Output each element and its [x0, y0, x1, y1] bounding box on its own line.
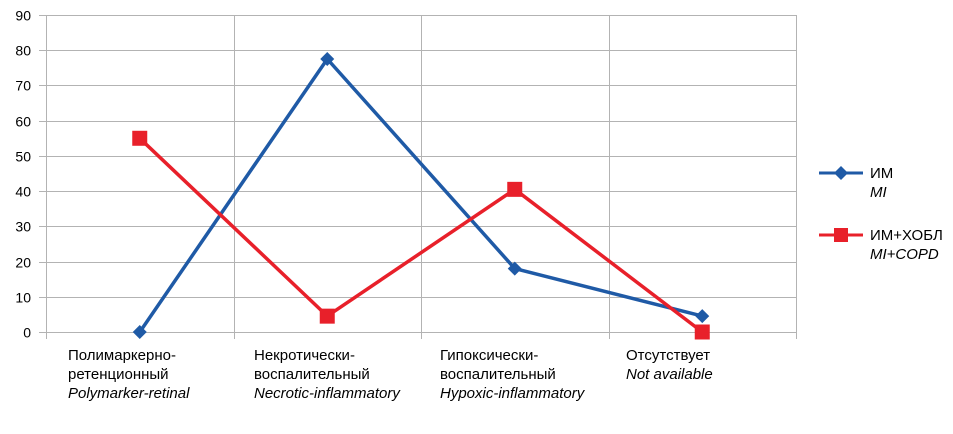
grid-lines — [39, 15, 797, 339]
legend-label-en: MI+COPD — [870, 246, 939, 263]
category-label-ru: Отсутствует — [626, 347, 711, 364]
y-tick-label: 10 — [15, 290, 31, 306]
category-label-not-available: Отсутствует Not available — [604, 346, 790, 384]
category-label-ru: Некротически-воспалительный — [254, 347, 370, 383]
category-label-en: Polymarker-retinal — [68, 385, 190, 402]
y-tick-label: 0 — [23, 325, 31, 341]
y-tick-label: 60 — [15, 114, 31, 130]
y-tick-label: 40 — [15, 184, 31, 200]
data-point-mi-copd — [132, 130, 148, 146]
data-point-mi-copd — [319, 308, 335, 324]
category-label-en: Not available — [626, 366, 713, 383]
category-label-necrotic: Некротически-воспалительный Necrotic-inf… — [232, 346, 418, 403]
data-point-mi — [132, 325, 147, 339]
series-lines — [138, 57, 704, 334]
legend-label-ru: ИМ+ХОБЛ — [870, 227, 943, 244]
series-markers — [132, 52, 710, 340]
category-label-hypoxic: Гипоксически-воспалительный Hypoxic-infl… — [418, 346, 604, 403]
category-label-polymarker: Полимаркерно-ретенционный Polymarker-ret… — [46, 346, 232, 403]
legend-swatch-mi — [819, 166, 863, 180]
data-point-mi-copd — [694, 324, 710, 340]
category-label-ru: Полимаркерно-ретенционный — [68, 347, 176, 383]
category-label-en: Hypoxic-inflammatory — [440, 385, 585, 402]
data-point-mi — [507, 261, 522, 276]
y-tick-label: 80 — [15, 43, 31, 59]
data-point-mi — [695, 309, 710, 324]
category-label-en: Necrotic-inflammatory — [254, 385, 400, 402]
y-tick-label: 30 — [15, 219, 31, 235]
category-label-ru: Гипоксически-воспалительный — [440, 347, 556, 383]
legend-label-en: MI — [870, 184, 887, 201]
y-tick-label: 70 — [15, 78, 31, 94]
data-point-mi-copd — [507, 181, 523, 197]
y-axis-ticks: 0 10 20 30 40 50 60 70 80 90 — [15, 8, 31, 341]
y-tick-label: 50 — [15, 149, 31, 165]
series-line-mi-copd — [138, 137, 704, 334]
legend-label-ru: ИМ — [870, 165, 894, 182]
y-tick-label: 90 — [15, 8, 31, 24]
y-tick-label: 20 — [15, 255, 31, 271]
data-point-mi — [320, 52, 335, 67]
series-line-mi — [138, 57, 703, 333]
legend-swatch-mi-copd — [819, 228, 863, 242]
